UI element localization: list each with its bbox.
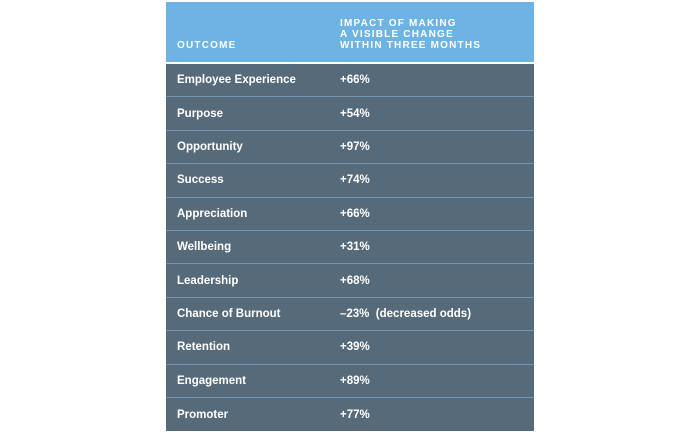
- outcome-cell: Appreciation: [177, 207, 248, 220]
- impact-cell: +31%: [340, 241, 370, 254]
- outcome-cell: Success: [177, 174, 224, 187]
- outcome-cell: Chance of Burnout: [177, 307, 281, 320]
- outcome-cell: Opportunity: [177, 140, 243, 153]
- outcome-cell: Leadership: [177, 274, 239, 287]
- table-row: Employee Experience +66%: [166, 64, 534, 98]
- outcome-cell: Wellbeing: [177, 241, 232, 254]
- impact-cell: +77%: [340, 408, 370, 421]
- impact-cell: +66%: [340, 74, 370, 87]
- impact-cell: +97%: [340, 140, 370, 153]
- outcome-cell: Retention: [177, 341, 231, 354]
- impact-cell: +54%: [340, 107, 370, 120]
- table-row: Appreciation +66%: [166, 198, 534, 231]
- table-row: Retention +39%: [166, 331, 534, 365]
- impact-cell: +68%: [340, 274, 370, 287]
- table-row: Engagement +89%: [166, 365, 534, 398]
- impact-cell: +89%: [340, 374, 370, 387]
- header-impact: IMPACT OF MAKING A VISIBLE CHANGE WITHIN…: [340, 18, 482, 51]
- table-row: Leadership +68%: [166, 264, 534, 298]
- outcome-cell: Engagement: [177, 374, 247, 387]
- impact-cell: –23% (decreased odds): [340, 307, 472, 320]
- outcome-cell: Promoter: [177, 408, 229, 421]
- table-row: Success +74%: [166, 164, 534, 198]
- table-row: Chance of Burnout –23% (decreased odds): [166, 298, 534, 332]
- table-header: OUTCOME IMPACT OF MAKING A VISIBLE CHANG…: [166, 2, 534, 64]
- outcome-impact-table: OUTCOME IMPACT OF MAKING A VISIBLE CHANG…: [166, 2, 534, 432]
- table-row: Purpose +54%: [166, 97, 534, 131]
- outcome-cell: Purpose: [177, 107, 224, 120]
- outcome-cell: Employee Experience: [177, 74, 296, 87]
- impact-cell: +39%: [340, 341, 370, 354]
- impact-cell: +74%: [340, 174, 370, 187]
- table-row: Promoter +77%: [166, 398, 534, 431]
- impact-cell: +66%: [340, 207, 370, 220]
- table-row: Opportunity +97%: [166, 131, 534, 165]
- table-body: Employee Experience +66% Purpose +54% Op…: [166, 64, 534, 432]
- header-outcome: OUTCOME: [177, 40, 237, 51]
- table-row: Wellbeing +31%: [166, 231, 534, 265]
